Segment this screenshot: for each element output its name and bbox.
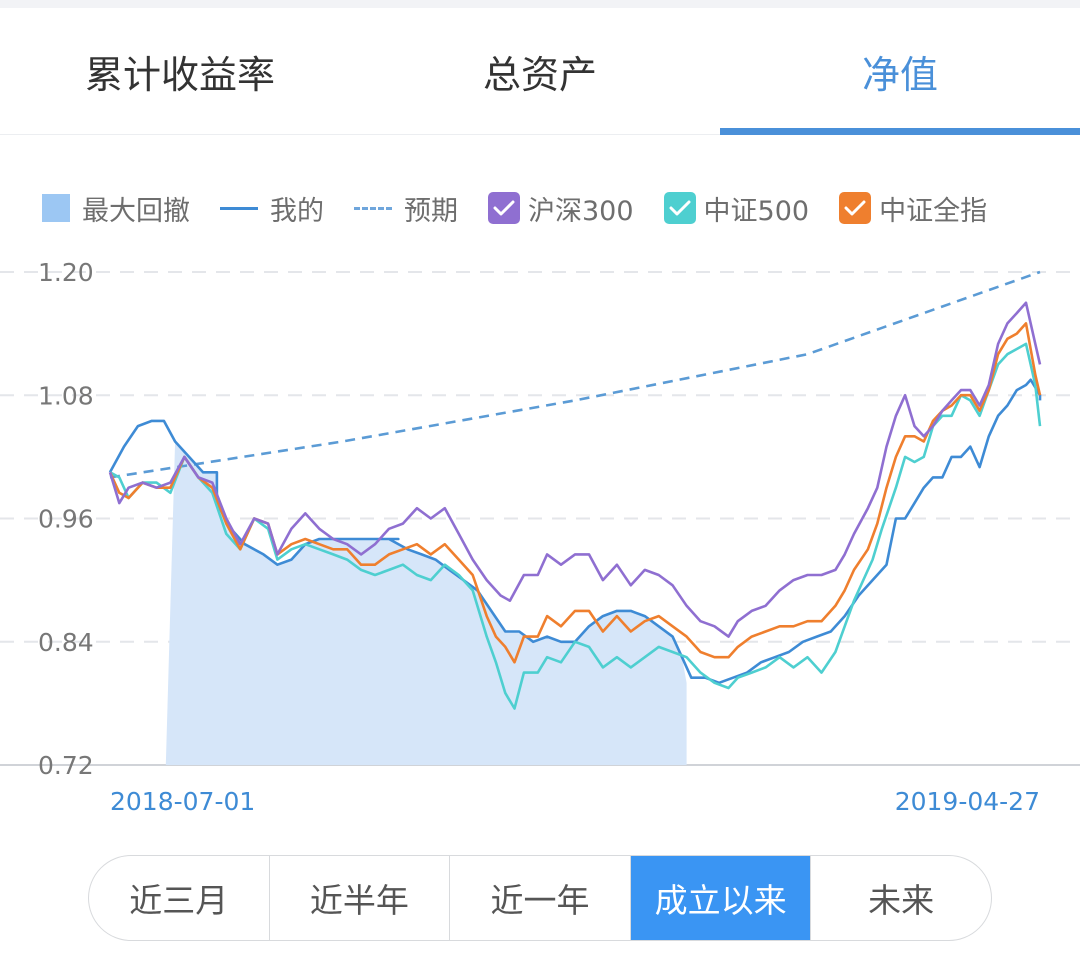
drawdown-swatch (42, 194, 70, 222)
range-6-months[interactable]: 近半年 (270, 856, 451, 940)
y-tick-label: 1.20 (38, 258, 94, 287)
tab-label: 总资产 (482, 52, 597, 97)
legend-zz500[interactable]: 中证500 (663, 189, 810, 228)
tab-label: 净值 (861, 52, 938, 97)
range-1-year[interactable]: 近一年 (450, 856, 631, 940)
legend-drawdown: 最大回撤 (42, 189, 190, 228)
range-selector: 近三月 近半年 近一年 成立以来 未来 (88, 855, 992, 941)
tab-cumulative-return[interactable]: 累计收益率 (0, 8, 360, 134)
tab-underline (720, 128, 1080, 135)
y-tick-label: 1.08 (38, 381, 94, 410)
tab-bar: 累计收益率 总资产 净值 (0, 8, 1080, 135)
series-line-expected (109, 270, 1041, 479)
legend-label: 最大回撤 (82, 195, 190, 227)
series-line-mine (108, 378, 1042, 685)
legend-hs300[interactable]: 沪深300 (488, 189, 634, 228)
legend-label: 我的 (270, 195, 324, 227)
y-tick-label: 0.72 (38, 751, 94, 780)
solid-line-swatch (220, 206, 258, 210)
checkbox-checked-icon[interactable] (839, 192, 872, 224)
y-tick-label: 0.84 (38, 628, 94, 657)
legend-zzall[interactable]: 中证全指 (839, 189, 987, 228)
series-line-zz500 (109, 342, 1042, 710)
range-since-inception[interactable]: 成立以来 (630, 856, 812, 940)
legend-label: 中证500 (703, 195, 810, 227)
legend-expected: 预期 (354, 189, 458, 228)
tab-total-assets[interactable]: 总资产 (360, 8, 720, 134)
tab-net-value[interactable]: 净值 (720, 8, 1080, 135)
top-strip (0, 0, 1080, 8)
range-future[interactable]: 未来 (868, 881, 935, 920)
legend-mine: 我的 (220, 189, 324, 228)
checkbox-checked-icon[interactable] (663, 192, 696, 224)
net-value-chart: 1.20 1.08 0.96 0.84 0.72 2018-07-01 2019-04-27 (0, 258, 1080, 816)
range-3-months[interactable]: 近三月 (89, 856, 270, 940)
y-tick-label: 0.96 (38, 505, 94, 534)
legend-label: 预期 (404, 195, 458, 227)
chart-legend: 最大回撤 我的 预期 沪深300 中证500 中证全指 (42, 186, 987, 230)
checkbox-checked-icon[interactable] (488, 192, 520, 224)
x-start-label: 2018-07-01 (110, 787, 255, 816)
x-end-label: 2019-04-27 (895, 787, 1040, 816)
drawdown-area (165, 441, 687, 765)
legend-label: 中证全指 (879, 195, 988, 227)
series-line-hs300 (108, 301, 1042, 638)
legend-label: 沪深300 (528, 195, 634, 227)
tab-label: 累计收益率 (84, 52, 275, 97)
dashed-line-swatch (354, 206, 392, 210)
